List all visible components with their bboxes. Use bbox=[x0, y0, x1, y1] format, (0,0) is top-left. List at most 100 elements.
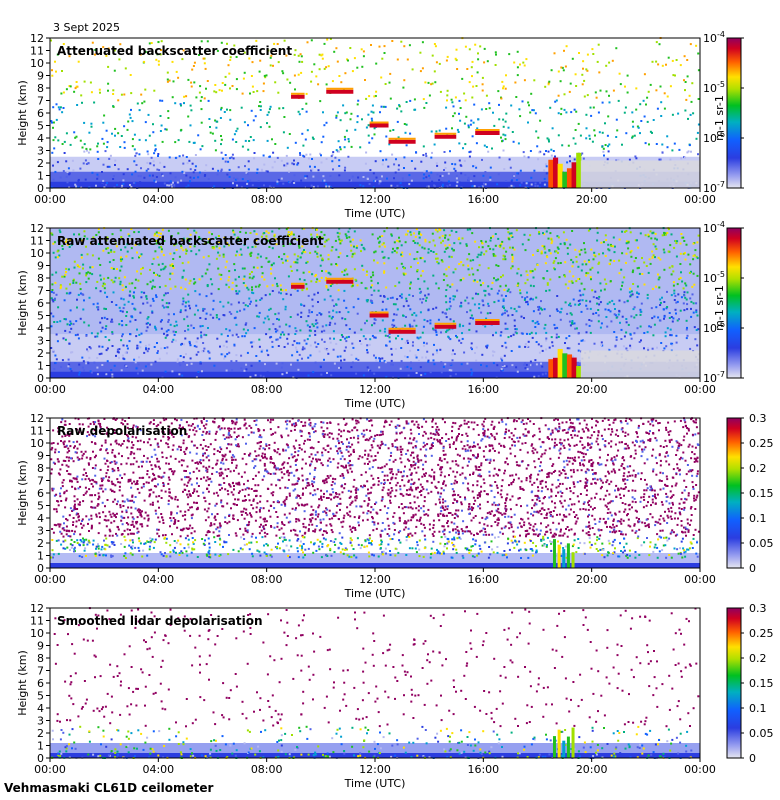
speckle bbox=[191, 68, 194, 71]
speckle bbox=[235, 56, 238, 58]
speckle bbox=[166, 78, 169, 81]
speckle bbox=[611, 245, 614, 248]
speckle bbox=[384, 334, 387, 337]
speckle bbox=[212, 299, 215, 302]
speckle bbox=[581, 339, 584, 342]
speckle bbox=[101, 345, 104, 348]
speckle bbox=[564, 65, 567, 68]
speckle bbox=[647, 90, 650, 93]
speckle bbox=[131, 257, 134, 260]
speckle bbox=[299, 372, 302, 375]
speckle bbox=[96, 177, 99, 180]
speckle bbox=[106, 295, 109, 298]
speckle bbox=[228, 270, 231, 273]
speckle bbox=[646, 293, 649, 296]
speckle bbox=[325, 121, 328, 124]
speckle bbox=[615, 136, 618, 138]
speckle bbox=[298, 113, 301, 116]
speckle bbox=[77, 186, 80, 189]
speckle bbox=[401, 338, 404, 341]
speckle bbox=[268, 108, 271, 111]
speckle bbox=[670, 273, 673, 276]
speckle bbox=[642, 506, 645, 509]
speckle bbox=[344, 72, 347, 75]
speckle bbox=[90, 441, 93, 444]
speckle bbox=[329, 285, 332, 287]
speckle bbox=[109, 154, 112, 157]
speckle bbox=[228, 72, 231, 75]
speckle bbox=[362, 335, 365, 338]
speckle bbox=[105, 183, 108, 186]
speckle bbox=[458, 159, 461, 162]
speckle bbox=[338, 159, 341, 162]
speckle bbox=[259, 109, 262, 111]
speckle bbox=[581, 263, 584, 266]
speckle bbox=[303, 227, 306, 230]
speckle bbox=[423, 318, 426, 321]
speckle bbox=[199, 99, 202, 102]
speckle bbox=[206, 284, 209, 286]
speckle bbox=[261, 348, 264, 351]
speckle bbox=[237, 301, 240, 304]
speckle bbox=[517, 267, 520, 270]
speckle bbox=[288, 512, 291, 515]
speckle bbox=[81, 101, 83, 104]
speckle bbox=[318, 239, 321, 241]
speckle bbox=[683, 309, 686, 312]
speckle bbox=[247, 305, 249, 308]
x-tick-label: 12:00 bbox=[359, 193, 391, 206]
speckle bbox=[425, 152, 427, 155]
speckle bbox=[516, 66, 519, 69]
speckle bbox=[606, 479, 609, 482]
speckle bbox=[548, 289, 551, 292]
speckle bbox=[94, 49, 97, 51]
speckle bbox=[502, 298, 505, 301]
speckle bbox=[697, 123, 700, 126]
speckle bbox=[643, 283, 646, 286]
speckle bbox=[233, 263, 236, 266]
speckle bbox=[306, 129, 309, 132]
cloud-edge bbox=[388, 137, 416, 140]
speckle bbox=[683, 508, 686, 511]
speckle bbox=[524, 282, 527, 285]
speckle bbox=[336, 231, 339, 234]
cloud-edge bbox=[475, 129, 500, 131]
y-tick-label: 2 bbox=[37, 157, 44, 170]
speckle bbox=[328, 311, 331, 314]
cloud-edge bbox=[291, 282, 305, 285]
speckle bbox=[404, 241, 407, 244]
speckle bbox=[171, 186, 173, 189]
speckle bbox=[148, 174, 151, 177]
speckle bbox=[400, 253, 403, 256]
speckle bbox=[55, 103, 58, 106]
speckle bbox=[364, 287, 367, 290]
speckle bbox=[324, 279, 327, 282]
speckle bbox=[162, 254, 165, 257]
speckle bbox=[649, 130, 652, 133]
speckle bbox=[224, 75, 227, 78]
speckle bbox=[505, 346, 508, 349]
speckle bbox=[637, 292, 640, 295]
speckle bbox=[208, 357, 211, 360]
speckle bbox=[103, 114, 106, 117]
speckle bbox=[308, 311, 311, 314]
speckle bbox=[80, 94, 83, 97]
speckle bbox=[515, 503, 518, 506]
speckle bbox=[371, 540, 373, 542]
speckle bbox=[367, 510, 370, 512]
speckle bbox=[538, 351, 541, 354]
speckle bbox=[308, 438, 311, 441]
speckle bbox=[459, 242, 462, 245]
speckle bbox=[332, 348, 335, 351]
speckle bbox=[500, 369, 502, 372]
speckle bbox=[473, 185, 476, 188]
speckle bbox=[123, 303, 126, 306]
speckle bbox=[184, 337, 187, 340]
speckle bbox=[353, 230, 356, 233]
speckle bbox=[639, 308, 642, 311]
speckle bbox=[94, 335, 97, 338]
speckle bbox=[271, 230, 274, 233]
speckle bbox=[522, 61, 525, 64]
speckle bbox=[443, 229, 446, 232]
speckle bbox=[683, 294, 686, 297]
